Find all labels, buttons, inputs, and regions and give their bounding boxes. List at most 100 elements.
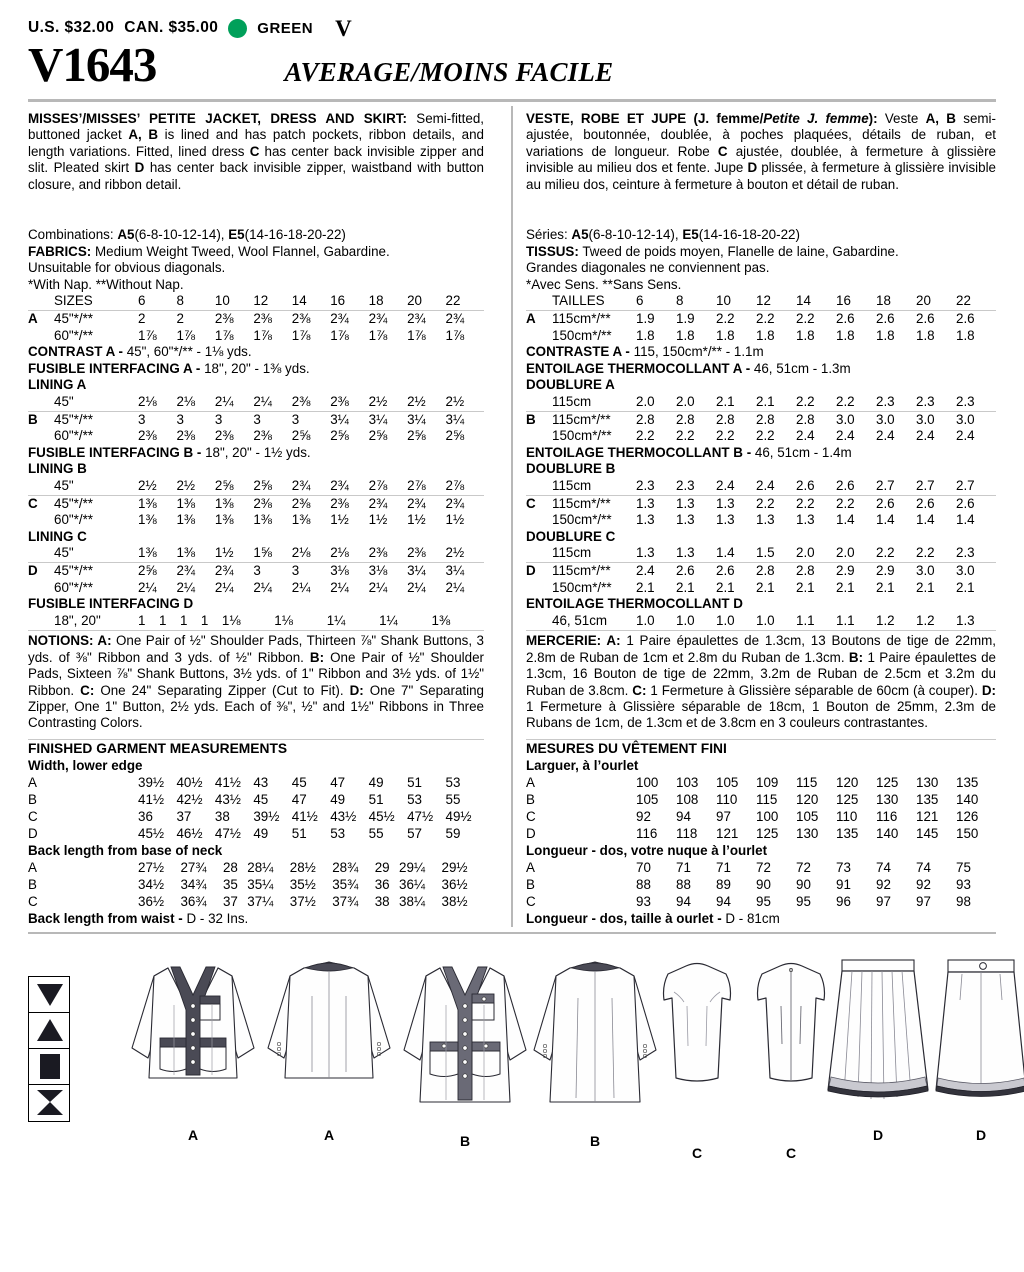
difficulty-level: AVERAGE/MOINS FACILE — [284, 57, 614, 87]
column-divider — [498, 102, 526, 927]
table-row: A 115cm*/** 1.9 1.9 2.2 2.2 2.2 2.6 2.6 … — [526, 309, 996, 328]
table-row: B 34½ 34¾ 35 35¼ 35½ 35¾ 36 36¼ 36½ — [28, 876, 468, 892]
english-fgm-back-table: A 27½ 27¾ 28 28¼ 28½ 28¾ 29 29¼ 29½ B 34… — [28, 859, 484, 910]
tailles-label: TAILLES — [552, 293, 605, 309]
english-unsuitable: Unsuitable for obvious diagonals. — [28, 260, 226, 276]
french-lining-a-head: DOUBLURE A — [526, 377, 615, 393]
english-combinations: Combinations: A5(6-8-10-12-14), E5(14-16… — [28, 227, 346, 243]
english-lining-c-table: 45" 1⅜ 1⅜ 1½ 1⅝ 2⅛ 2⅛ 2⅜ 2⅜ 2½ D 45"*/**… — [28, 545, 484, 596]
table-row: C 36½ 36¾ 37 37¼ 37½ 37¾ 38 38¼ 38½ — [28, 893, 468, 909]
english-fusible-a: FUSIBLE INTERFACING A - 18", 20" - 1⅜ yd… — [28, 360, 310, 376]
price-bar: U.S. $32.00 CAN. $35.00 GREEN V — [28, 0, 996, 40]
table-row: D 45½ 46½ 47½ 49 51 53 55 57 59 — [28, 825, 461, 841]
english-fgm-back-head: Back length from base of neck — [28, 842, 223, 858]
french-combinations: Séries: A5(6-8-10-12-14), E5(14-16-18-20… — [526, 227, 800, 243]
french-column: VESTE, ROBE ET JUPE (J. femme/Petite J. … — [526, 102, 996, 927]
figure-dress-c-back: C — [746, 958, 836, 1161]
table-row: 60"*/** 2¼ 2¼ 2¼ 2¼ 2¼ 2¼ 2¼ 2¼ 2¼ — [54, 579, 465, 595]
rectangle-icon — [29, 1049, 69, 1085]
content-columns: MISSES’/MISSES’ PETITE JACKET, DRESS AND… — [28, 102, 996, 927]
french-lining-b-table: 115cm 2.3 2.3 2.4 2.4 2.6 2.6 2.7 2.7 2.… — [526, 478, 996, 529]
table-row: 150cm*/** 1.8 1.8 1.8 1.8 1.8 1.8 1.8 1.… — [552, 327, 975, 343]
english-fusible-d-table: 18", 20" 1 1 1 1 1⅛ 1⅛ 1¼ 1¼ 1⅜ — [28, 613, 484, 630]
english-yardage-table: SIZES 6 8 10 12 14 16 18 20 22 A 45"*/**… — [28, 293, 484, 344]
table-row: 46, 51cm 1.0 1.0 1.0 1.0 1.1 1.1 1.2 1.2… — [552, 612, 975, 628]
french-unsuitable: Grandes diagonales ne conviennent pas. — [526, 260, 770, 276]
triangle-down-icon — [29, 977, 69, 1013]
table-row: B 105 108 110 115 120 125 130 135 140 — [526, 791, 979, 807]
table-row: 150cm*/** 1.3 1.3 1.3 1.3 1.3 1.4 1.4 1.… — [552, 512, 975, 528]
french-lining-a-table: 115cm 2.0 2.0 2.1 2.1 2.2 2.2 2.3 2.3 2.… — [526, 394, 996, 445]
figure-skirt-d-front: D — [818, 952, 938, 1143]
french-contrast-a: CONTRASTE A - 115, 150cm*/** - 1.1m — [526, 344, 764, 360]
english-description: MISSES’/MISSES’ PETITE JACKET, DRESS AND… — [28, 111, 484, 192]
french-fgm-waist: Longueur - dos, taille à ourlet - D - 81… — [526, 910, 780, 926]
french-fgm-back-head: Longueur - dos, votre nuque à l’ourlet — [526, 842, 768, 858]
english-notions: NOTIONS: A: One Pair of ½" Shoulder Pads… — [28, 633, 484, 731]
english-fgm-waist: Back length from waist - D - 32 Ins. — [28, 910, 249, 926]
figure-jacket-b-back: B — [526, 950, 664, 1149]
table-row: B 88 88 89 90 90 91 92 92 93 — [526, 876, 971, 892]
divider-bottom — [28, 931, 996, 934]
hourglass-icon — [29, 1085, 69, 1121]
divider-top — [28, 99, 996, 102]
french-lining-b-head: DOUBLURE B — [526, 461, 616, 477]
table-row: 45" 1⅜ 1⅜ 1½ 1⅝ 2⅛ 2⅛ 2⅜ 2⅜ 2½ — [54, 545, 465, 561]
french-notions: MERCERIE: A: 1 Paire épaulettes de 1.3cm… — [526, 633, 996, 731]
table-row: C 92 94 97 100 105 110 116 121 126 — [526, 808, 979, 824]
figure-jacket-a-front: A — [124, 950, 262, 1143]
figure-label: D — [975, 1126, 987, 1143]
french-lining-c-head: DOUBLURE C — [526, 528, 616, 544]
figure-label: C — [785, 1144, 797, 1161]
line-drawings: A A — [28, 944, 1024, 1161]
french-fgm-title: MESURES DU VÊTEMENT FINI — [526, 740, 727, 756]
french-fabrics: TISSUS: Tweed de poids moyen, Flanelle d… — [526, 243, 899, 259]
english-fgm-width-table: A 39½ 40½ 41½ 43 45 47 49 51 53 B 41½ 42… — [28, 774, 484, 842]
divider — [526, 630, 996, 632]
table-row: 150cm*/** 2.1 2.1 2.1 2.1 2.1 2.1 2.1 2.… — [552, 579, 975, 595]
english-fgm-title: FINISHED GARMENT MEASUREMENTS — [28, 740, 288, 756]
price-can: CAN. $35.00 — [124, 19, 219, 36]
table-row: C 93 94 94 95 95 96 97 97 98 — [526, 893, 971, 909]
figure-label: B — [589, 1132, 601, 1149]
title-row: V1643 AVERAGE/MOINS FACILE — [28, 40, 996, 89]
french-lining-c-table: 115cm 1.3 1.3 1.4 1.5 2.0 2.0 2.2 2.2 2.… — [526, 545, 996, 596]
color-name: GREEN — [257, 19, 314, 37]
table-row: D 115cm*/** 2.4 2.6 2.6 2.8 2.8 2.9 2.9 … — [526, 561, 996, 580]
english-fgm-width-head: Width, lower edge — [28, 757, 143, 773]
table-row: 18", 20" 1 1 1 1 1⅛ 1⅛ 1¼ 1¼ 1⅜ — [54, 612, 451, 628]
table-row: 60"*/** 2⅜ 2⅜ 2⅜ 2⅜ 2⅝ 2⅝ 2⅝ 2⅝ 2⅝ — [54, 428, 465, 444]
table-header-row: SIZES 6 8 10 12 14 16 18 20 22 — [28, 293, 484, 310]
table-row: 60"*/** 1⅜ 1⅜ 1⅜ 1⅜ 1⅜ 1½ 1½ 1½ 1½ — [54, 512, 465, 528]
english-contrast-a: CONTRAST A - 45", 60"*/** - 1⅛ yds. — [28, 344, 252, 360]
french-fusible-d-head: ENTOILAGE THERMOCOLLANT D — [526, 596, 743, 612]
table-row: B 41½ 42½ 43½ 45 47 49 51 53 55 — [28, 791, 461, 807]
table-row: A 45"*/** 2 2 2⅜ 2⅜ 2⅜ 2¾ 2¾ 2¾ 2¾ — [28, 309, 484, 328]
divider — [526, 738, 996, 740]
price-us: U.S. $32.00 — [28, 19, 115, 36]
english-lining-a-head: LINING A — [28, 377, 87, 393]
figure-jacket-b-front: B — [396, 950, 534, 1149]
french-fusible-a: ENTOILAGE THERMOCOLLANT A - 46, 51cm - 1… — [526, 360, 851, 376]
figure-label: A — [323, 1126, 335, 1143]
figure-skirt-d-back: D — [926, 952, 1024, 1143]
english-nap: *With Nap. **Without Nap. — [28, 276, 184, 292]
table-row: D 116 118 121 125 130 135 140 145 150 — [526, 825, 979, 841]
table-row: A 27½ 27¾ 28 28¼ 28½ 28¾ 29 29¼ 29½ — [28, 859, 468, 875]
french-yardage-table: TAILLES 6 8 10 12 14 16 18 20 22 A 115cm… — [526, 293, 996, 344]
english-lining-c-head: LINING C — [28, 528, 87, 544]
table-row: 115cm 1.3 1.3 1.4 1.5 2.0 2.0 2.2 2.2 2.… — [552, 545, 975, 561]
table-row: C 115cm*/** 1.3 1.3 1.3 2.2 2.2 2.2 2.6 … — [526, 494, 996, 513]
color-dot-icon — [228, 18, 248, 38]
table-row: 150cm*/** 2.2 2.2 2.2 2.2 2.4 2.4 2.4 2.… — [552, 428, 975, 444]
english-lining-b-table: 45" 2½ 2½ 2⅝ 2⅝ 2¾ 2¾ 2⅞ 2⅞ 2⅞ C 45"*/**… — [28, 478, 484, 529]
french-fgm-width-head: Larguer, à l’ourlet — [526, 757, 639, 773]
english-lining-b-head: LINING B — [28, 461, 87, 477]
figure-key-box — [28, 975, 70, 1122]
french-nap: *Avec Sens. **Sans Sens. — [526, 276, 682, 292]
french-fgm-back-table: A 70 71 71 72 72 73 74 74 75 B 88 88 89 … — [526, 859, 996, 910]
table-row: 45" 2⅛ 2⅛ 2¼ 2¼ 2⅜ 2⅜ 2½ 2½ 2½ — [54, 393, 465, 409]
table-row: A 39½ 40½ 41½ 43 45 47 49 51 53 — [28, 774, 461, 790]
figure-label: A — [187, 1126, 199, 1143]
table-row: A 70 71 71 72 72 73 74 74 75 — [526, 859, 971, 875]
